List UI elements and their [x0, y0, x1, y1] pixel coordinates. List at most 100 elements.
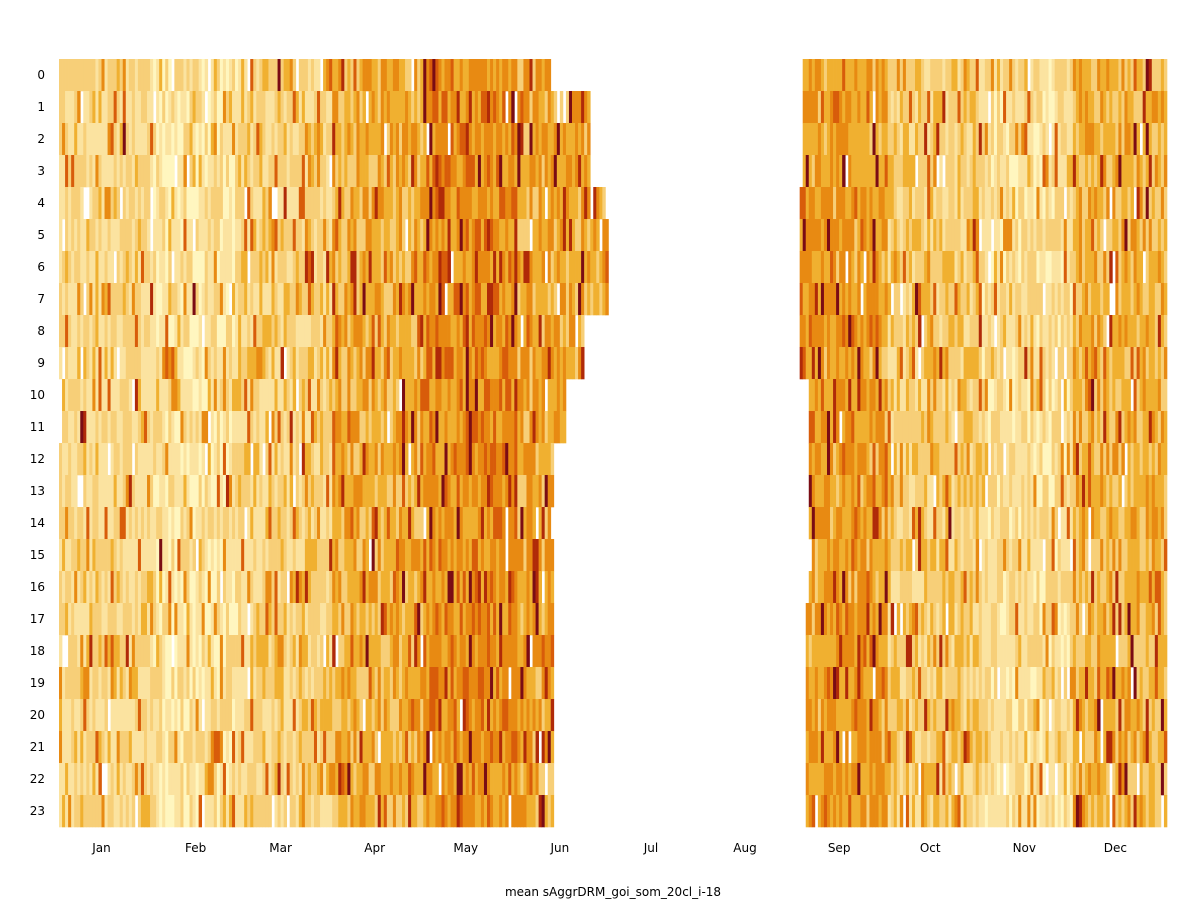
heatmap-cell [535, 347, 539, 380]
heatmap-cell [283, 315, 288, 348]
heatmap-cell [186, 59, 190, 92]
heatmap-cell [996, 411, 1001, 444]
heatmap-cell [939, 155, 943, 188]
heatmap-cell [905, 315, 910, 348]
heatmap-cell [972, 123, 977, 156]
heatmap-cell [939, 123, 943, 156]
heatmap-cell [493, 251, 497, 284]
heatmap-cell [265, 507, 269, 540]
heatmap-cell [902, 315, 907, 348]
heatmap-cell [235, 283, 239, 316]
heatmap-cell [353, 603, 357, 636]
heatmap-cell [936, 379, 940, 412]
heatmap-cell [438, 475, 442, 508]
heatmap-cell [866, 315, 870, 348]
heatmap-cell [380, 539, 385, 572]
heatmap-cell [374, 539, 379, 572]
heatmap-cell [414, 379, 418, 412]
heatmap-cell [447, 571, 451, 604]
heatmap-cell [398, 155, 403, 188]
heatmap-cell [405, 155, 409, 188]
heatmap-cell [241, 123, 245, 156]
heatmap-cell [201, 603, 206, 636]
heatmap-cell [490, 283, 494, 316]
heatmap-cell [459, 315, 464, 348]
heatmap-cell [259, 59, 263, 92]
heatmap-cell [550, 123, 555, 156]
heatmap-cell [247, 571, 251, 604]
heatmap-cell [480, 411, 485, 444]
heatmap-cell [1136, 571, 1140, 604]
heatmap-cell [514, 379, 518, 412]
heatmap-cell [280, 155, 284, 188]
heatmap-cell [1160, 571, 1165, 604]
heatmap-cell [174, 59, 178, 92]
heatmap-cell [981, 283, 986, 316]
heatmap-cell [532, 347, 536, 380]
heatmap-cell [153, 443, 157, 476]
heatmap-cell [389, 571, 394, 604]
heatmap-cell [1154, 91, 1159, 124]
heatmap-cell [899, 411, 904, 444]
heatmap-cell [1033, 475, 1037, 508]
heatmap-cell [1130, 411, 1134, 444]
heatmap-cell [156, 187, 160, 220]
heatmap-cell [274, 347, 278, 380]
heatmap-cell [921, 475, 925, 508]
heatmap-cell [1088, 219, 1092, 252]
heatmap-cell [936, 507, 940, 540]
heatmap-cell [350, 347, 354, 380]
heatmap-cell [875, 315, 879, 348]
heatmap-cell [435, 475, 439, 508]
heatmap-cell [392, 475, 397, 508]
heatmap-cell [908, 187, 913, 220]
heatmap-cell [92, 155, 96, 188]
heatmap-cell [1133, 379, 1137, 412]
heatmap-cell [1124, 59, 1128, 92]
heatmap-cell [414, 219, 418, 252]
heatmap-cell [942, 571, 946, 604]
heatmap-cell [483, 411, 488, 444]
heatmap-cell [380, 379, 385, 412]
heatmap-cell [936, 411, 940, 444]
heatmap-cell [310, 59, 315, 92]
heatmap-cell [1015, 315, 1019, 348]
heatmap-cell [550, 443, 555, 476]
heatmap-cell [884, 347, 889, 380]
heatmap-cell [168, 379, 172, 412]
heatmap-cell [1112, 507, 1116, 540]
heatmap-cell [1115, 283, 1119, 316]
heatmap-cell [374, 283, 379, 316]
heatmap-cell [86, 219, 90, 252]
heatmap-cell [532, 379, 536, 412]
heatmap-cell [131, 571, 136, 604]
heatmap-cell [110, 155, 114, 188]
heatmap-cell [1018, 251, 1022, 284]
heatmap-cell [253, 379, 257, 412]
heatmap-cell [131, 507, 136, 540]
heatmap-cell [1115, 123, 1119, 156]
heatmap-cell [499, 411, 503, 444]
heatmap-cell [271, 283, 275, 316]
heatmap-cell [814, 475, 819, 508]
heatmap-cell [839, 507, 843, 540]
heatmap-cell [459, 187, 464, 220]
heatmap-cell [232, 379, 236, 412]
heatmap-cell [301, 315, 306, 348]
heatmap-cell [432, 283, 436, 316]
heatmap-cell [380, 283, 385, 316]
heatmap-cell [313, 603, 318, 636]
heatmap-cell [1081, 91, 1086, 124]
heatmap-cell [68, 507, 72, 540]
heatmap-cell [368, 475, 373, 508]
heatmap-cell [101, 91, 105, 124]
heatmap-cell [444, 187, 448, 220]
heatmap-cell [1091, 571, 1095, 604]
heatmap-cell [374, 603, 379, 636]
heatmap-cell [1057, 347, 1062, 380]
heatmap-cell [143, 187, 148, 220]
heatmap-cell [210, 571, 215, 604]
heatmap-cell [165, 59, 169, 92]
heatmap-cell [902, 347, 907, 380]
heatmap-cell [860, 507, 864, 540]
